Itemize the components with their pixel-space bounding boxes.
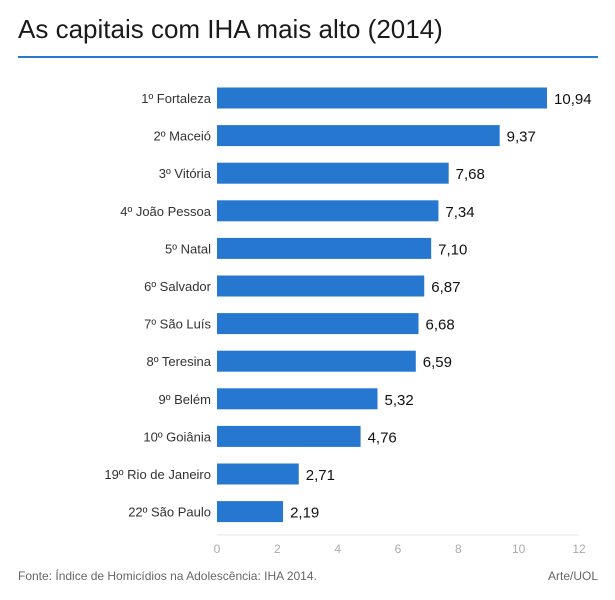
bar — [217, 200, 439, 222]
category-label: 5º Natal — [165, 241, 211, 256]
category-label: 6º Salvador — [144, 279, 212, 294]
category-label: 10º Goiânia — [143, 429, 211, 444]
value-label: 5,32 — [384, 392, 413, 409]
bar — [217, 162, 449, 184]
x-tick-label: 8 — [455, 542, 462, 556]
category-label: 8º Teresina — [147, 354, 212, 369]
category-label: 7º São Luís — [144, 317, 211, 332]
bar — [217, 313, 419, 335]
value-label: 7,10 — [438, 241, 467, 258]
value-label: 7,34 — [445, 204, 474, 221]
bar — [217, 275, 425, 297]
chart-title: As capitais com IHA mais alto (2014) — [18, 14, 443, 44]
bar — [217, 425, 361, 447]
value-label: 4,76 — [368, 429, 397, 446]
bar — [217, 125, 500, 147]
value-label: 7,68 — [456, 166, 485, 183]
category-label: 3º Vitória — [159, 166, 212, 181]
value-label: 6,87 — [431, 279, 460, 296]
category-label: 4º João Pessoa — [120, 204, 212, 219]
category-label: 22º São Paulo — [128, 505, 211, 520]
title-underline — [18, 56, 598, 58]
category-label: 1º Fortaleza — [141, 91, 212, 106]
source-note: Fonte: Índice de Homicídios na Adolescên… — [18, 569, 317, 583]
x-tick-label: 10 — [512, 542, 526, 556]
value-label: 9,37 — [507, 129, 536, 146]
category-label: 9º Belém — [159, 392, 211, 407]
value-label: 6,59 — [423, 354, 452, 371]
category-label: 2º Maceió — [154, 129, 212, 144]
x-tick-label: 2 — [274, 542, 281, 556]
bar — [217, 388, 378, 410]
credit-note: Arte/UOL — [547, 569, 598, 583]
value-label: 2,19 — [290, 505, 319, 522]
bar — [217, 87, 548, 109]
value-label: 2,71 — [306, 467, 335, 484]
x-tick-label: 12 — [572, 542, 586, 556]
bar — [217, 501, 284, 523]
bar — [217, 350, 416, 372]
x-tick-label: 6 — [395, 542, 402, 556]
value-label: 10,94 — [554, 91, 592, 108]
bar — [217, 463, 299, 485]
x-tick-label: 4 — [334, 542, 341, 556]
bar — [217, 237, 432, 259]
value-label: 6,68 — [426, 317, 455, 334]
x-tick-label: 0 — [214, 542, 221, 556]
category-label: 19º Rio de Janeiro — [104, 467, 211, 482]
